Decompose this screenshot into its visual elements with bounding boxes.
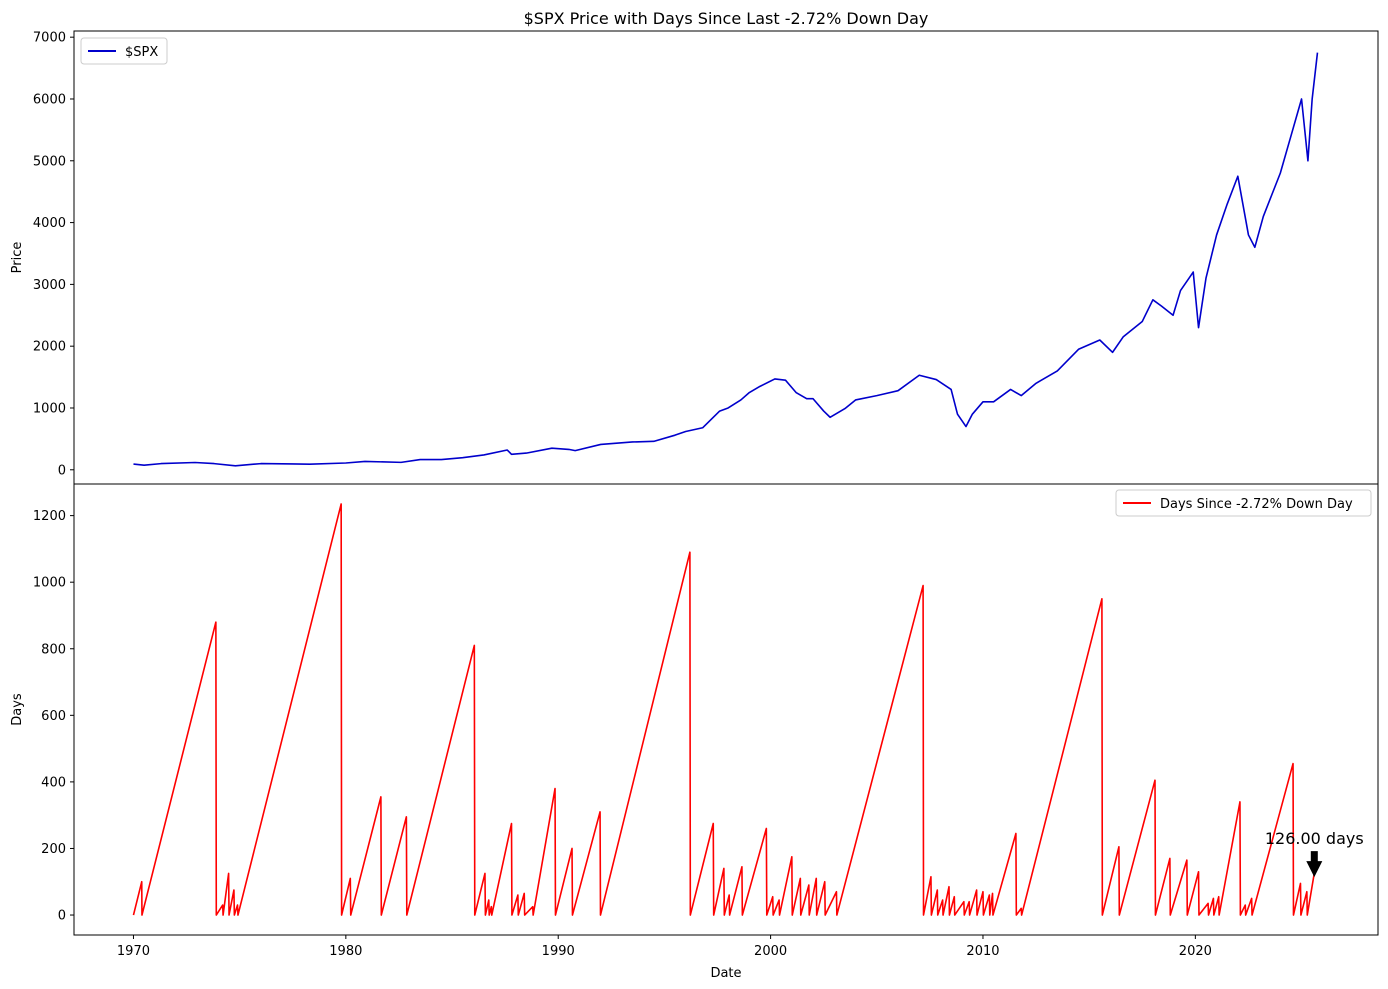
annotation-arrow-icon: [1306, 851, 1323, 878]
y-tick-label: 400: [41, 775, 66, 790]
top-series-line-0: [133, 52, 1319, 467]
y-tick-label: 0: [58, 463, 66, 478]
y-tick-label: 1000: [33, 401, 66, 416]
current-days-annotation-label: 126.00 days: [1265, 829, 1364, 848]
y-tick-label: 3000: [33, 278, 66, 293]
y-tick-label: 0: [58, 909, 66, 924]
y-tick-label: 5000: [33, 154, 66, 169]
days-legend-box: [1115, 489, 1372, 517]
price-y-axis: 0 1000 2000 3000 4000 5000 6000 7000: [33, 31, 74, 478]
current-days-annotation: 126.00 days: [1265, 829, 1364, 878]
days-series: [132, 503, 1316, 916]
days-y-axis-label: Days: [10, 693, 25, 726]
days-y-axis: 0 200 400 600 800 1000 1200: [33, 509, 74, 924]
days-legend-label: Days Since -2.72% Down Day: [1160, 497, 1353, 512]
y-tick-label: 7000: [33, 31, 66, 46]
x-tick-label: 1990: [542, 944, 575, 959]
date-x-axis-label: Date: [710, 966, 741, 981]
x-tick-label: 1980: [329, 944, 362, 959]
y-tick-label: 1200: [33, 509, 66, 524]
days-panel: 0 200 400 600 800 1000 1200 1970 1980 1990 2000 20…: [10, 483, 1379, 981]
y-tick-label: 800: [41, 642, 66, 657]
price-y-axis-label: Price: [10, 242, 25, 274]
price-panel: 0 1000 2000 3000 4000 5000 6000 7000 Price $SPX: [10, 30, 1379, 485]
x-tick-label: 2010: [966, 944, 999, 959]
y-tick-label: 4000: [33, 216, 66, 231]
price-plot-frame: [73, 30, 1379, 485]
x-tick-label: 1970: [117, 944, 150, 959]
y-tick-label: 600: [41, 709, 66, 724]
price-legend: $SPX: [80, 37, 168, 65]
chart-title: $SPX Price with Days Since Last -2.72% D…: [524, 9, 929, 28]
y-tick-label: 2000: [33, 340, 66, 355]
price-legend-box: [80, 37, 168, 65]
date-x-axis: 1970 1980 1990 2000 2010 2020: [117, 935, 1212, 959]
x-tick-label: 2000: [754, 944, 787, 959]
y-tick-label: 6000: [33, 92, 66, 107]
bot-series-line-0: [132, 503, 1316, 916]
x-tick-label: 2020: [1179, 944, 1212, 959]
days-plot-frame: [73, 483, 1379, 936]
price-series: [133, 52, 1319, 467]
y-tick-label: 200: [41, 842, 66, 857]
price-legend-label: $SPX: [125, 45, 158, 60]
days-legend: Days Since -2.72% Down Day: [1115, 489, 1372, 517]
y-tick-label: 1000: [33, 576, 66, 591]
